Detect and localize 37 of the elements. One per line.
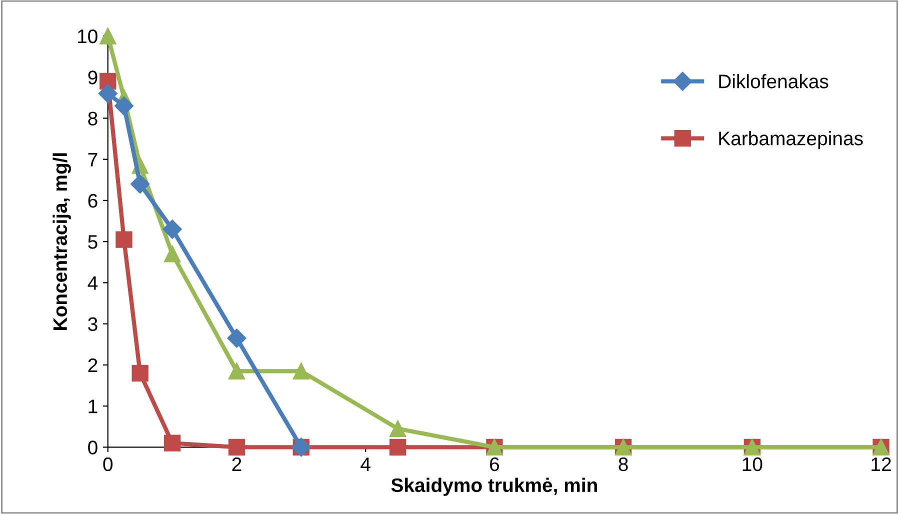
y-tick-label: 7 bbox=[88, 153, 98, 166]
y-tick-label: 1 bbox=[88, 400, 98, 414]
y-tick-label: 3 bbox=[88, 317, 98, 332]
point bbox=[162, 220, 182, 239]
y-tick-label: 2 bbox=[88, 358, 98, 372]
y-tick-label: 8 bbox=[88, 112, 98, 126]
point bbox=[389, 438, 406, 456]
legend-label: Diklofenakas bbox=[719, 74, 828, 88]
y-tick-label: 9 bbox=[88, 70, 98, 84]
point bbox=[164, 246, 181, 262]
x-tick-label: 12 bbox=[872, 457, 891, 471]
y-tick-label: 4 bbox=[88, 276, 98, 290]
point bbox=[98, 84, 118, 104]
x-tick-label: 4 bbox=[360, 458, 370, 471]
point bbox=[116, 231, 132, 248]
y-axis-title: Koncentracija, mg/l bbox=[52, 153, 71, 330]
point bbox=[164, 434, 181, 452]
legend-label: Karbamazepinas bbox=[719, 131, 863, 150]
y-tick-label: 0 bbox=[88, 440, 98, 454]
x-tick-label: 6 bbox=[490, 457, 500, 472]
x-tick-label: 0 bbox=[103, 457, 113, 472]
point bbox=[114, 96, 134, 116]
point bbox=[132, 364, 148, 382]
x-tick-label: 10 bbox=[742, 457, 762, 472]
point bbox=[389, 420, 406, 438]
x-tick-label: 8 bbox=[618, 457, 628, 472]
point bbox=[130, 174, 150, 194]
point bbox=[227, 328, 246, 348]
x-axis-title: Skaidymo trukmė, min bbox=[391, 478, 597, 496]
point bbox=[228, 362, 246, 380]
point bbox=[228, 438, 246, 456]
x-tick-label: 2 bbox=[232, 457, 242, 471]
y-tick-label: 10 bbox=[78, 29, 98, 44]
y-tick-label: 5 bbox=[88, 235, 98, 249]
point bbox=[292, 362, 310, 380]
y-tick-label: 6 bbox=[88, 194, 98, 208]
point bbox=[100, 28, 116, 44]
